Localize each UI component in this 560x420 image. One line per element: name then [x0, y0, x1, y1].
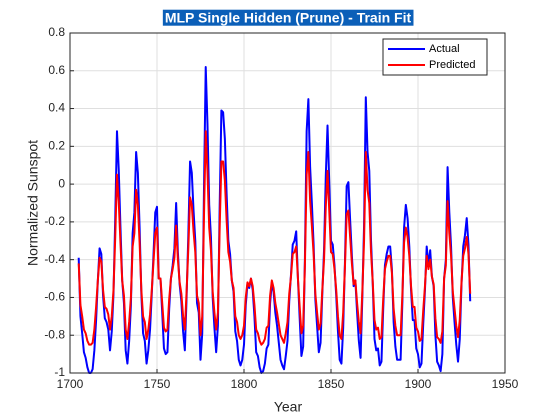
legend: Actual Predicted [382, 38, 488, 76]
legend-label: Actual [429, 43, 460, 55]
title-highlight [162, 9, 414, 26]
series-line [77, 130, 472, 346]
y-tick-label: 0.2 [48, 139, 65, 153]
legend-box [382, 38, 488, 76]
y-axis-label: Normalized Sunspot [25, 140, 41, 266]
x-tick-label: 1750 [144, 377, 171, 391]
y-tick-label: -1 [54, 365, 65, 379]
y-tick-label: -0.4 [44, 252, 65, 266]
x-tick-label: 1900 [405, 377, 432, 391]
x-tick-label: 1850 [318, 377, 345, 391]
y-tick-label: 0.6 [48, 63, 65, 77]
x-tick-label: 1800 [231, 377, 258, 391]
y-tick-label: -0.8 [44, 327, 65, 341]
y-tick-label: 0.8 [48, 25, 65, 39]
x-tick-label: 1950 [492, 377, 519, 391]
y-tick-label: 0.4 [48, 101, 65, 115]
chart-title: MLP Single Hidden (Prune) - Train Fit [165, 10, 412, 26]
y-tick-label: -0.6 [44, 290, 65, 304]
legend-label: Predicted [429, 59, 475, 71]
y-tick-label: -0.2 [44, 214, 65, 228]
x-axis-label: Year [274, 399, 303, 415]
x-tick-label: 1700 [57, 377, 84, 391]
y-tick-label: 0 [58, 176, 65, 190]
axes-box [69, 32, 506, 374]
